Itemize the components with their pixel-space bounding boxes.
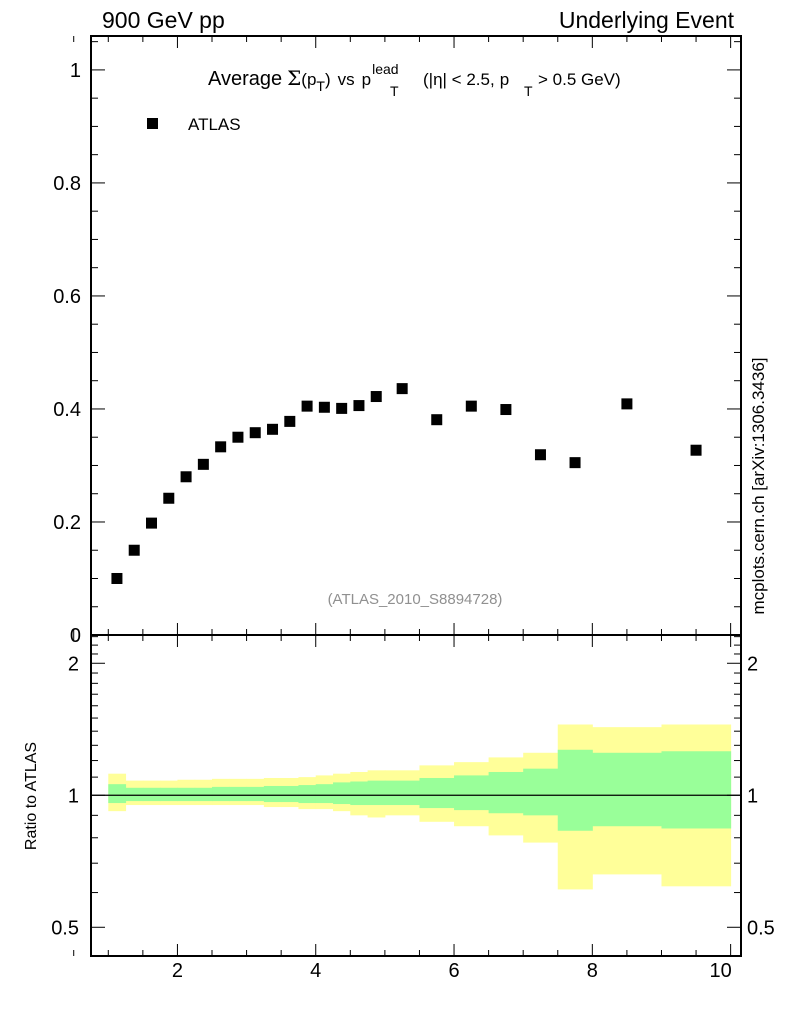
- ratio-y-tick-label-right: 1: [747, 785, 758, 807]
- header-left: 900 GeV pp: [102, 7, 225, 33]
- ratio-y-tick-label-right: 0.5: [747, 917, 775, 939]
- ratio-y-axis-label: Ratio to ATLAS: [23, 742, 40, 850]
- stat-uncertainty-band: [194, 787, 213, 802]
- stat-uncertainty-band: [108, 784, 127, 804]
- data-point: [249, 427, 261, 439]
- stat-uncertainty-band: [177, 787, 196, 802]
- stat-uncertainty-band: [246, 786, 265, 802]
- title-p: p: [307, 70, 316, 89]
- stat-uncertainty-band: [212, 786, 230, 802]
- main-plot-y-tick-labels: 0 0.2 0.4 0.6 0.8 1: [53, 60, 81, 647]
- ratio-tick-labels: 0.5 0.5 1 1 2 2 2 4 6 8 10: [51, 653, 775, 982]
- title-t-sub-3: T: [524, 83, 533, 99]
- main-y-tick-label: 0: [70, 625, 81, 647]
- stat-uncertainty-band: [454, 775, 490, 811]
- data-point: [396, 383, 408, 395]
- title-average: Average: [208, 68, 282, 90]
- stat-uncertainty-band: [263, 785, 282, 803]
- stat-uncertainty-band: [557, 749, 593, 831]
- watermark: mcplots.cern.ch [arXiv:1306.3436]: [749, 357, 768, 614]
- stat-uncertainty-band: [315, 784, 334, 804]
- stat-uncertainty-band: [229, 786, 248, 802]
- stat-uncertainty-band: [367, 780, 386, 806]
- title-sigma: Σ: [287, 66, 301, 90]
- title-open-paren: (: [301, 70, 307, 89]
- main-plot-ticks: [73, 36, 741, 636]
- title-t-sub-2: T: [390, 83, 399, 99]
- x-tick-label: 4: [310, 960, 321, 982]
- ratio-y-tick-label-right: 2: [747, 653, 758, 675]
- ratio-panel: 0.5 0.5 1 1 2 2 2 4 6 8 10 Ratio to ATLAS: [23, 634, 775, 982]
- x-tick-label: 8: [587, 960, 598, 982]
- data-point: [370, 391, 382, 403]
- stat-uncertainty-band: [333, 782, 351, 805]
- main-y-tick-label: 0.4: [53, 399, 81, 421]
- data-point: [353, 400, 365, 412]
- stat-uncertainty-band: [661, 751, 732, 829]
- ratio-frame: [90, 634, 742, 957]
- title-lead-sup: lead: [372, 61, 398, 77]
- data-point: [431, 414, 443, 426]
- main-y-tick-label: 0.2: [53, 512, 81, 534]
- stat-uncertainty-band: [592, 752, 662, 827]
- header-right: Underlying Event: [559, 7, 735, 33]
- main-plot-panel: 00.20.40.60.81 Average Σ(pT) vs plead T (|η…: [53, 35, 742, 647]
- stat-uncertainty-band: [419, 777, 455, 809]
- ratio-y-tick-label-left: 0.5: [51, 917, 79, 939]
- stat-uncertainty-band: [488, 771, 524, 814]
- ratio-y-tick-label-left: 1: [68, 785, 79, 807]
- data-point: [232, 431, 244, 443]
- x-tick-label: 10: [710, 960, 732, 982]
- data-point: [267, 423, 279, 435]
- data-point: [197, 458, 209, 470]
- data-point: [146, 517, 158, 529]
- stat-uncertainty-band: [142, 787, 161, 802]
- data-point: [465, 400, 477, 412]
- data-point: [301, 400, 313, 412]
- stat-uncertainty-band: [384, 780, 420, 806]
- data-point: [111, 572, 123, 584]
- data-point: [336, 402, 348, 414]
- data-point: [163, 492, 175, 504]
- main-y-tick-label: 0.6: [53, 286, 81, 308]
- data-point: [215, 441, 227, 453]
- title-vs: vs: [338, 70, 355, 89]
- title-close-paren: ): [325, 70, 331, 89]
- title-p2: p: [362, 70, 371, 89]
- uncertainty-bands: [108, 724, 732, 890]
- stat-uncertainty-band: [160, 787, 178, 802]
- analysis-tag: (ATLAS_2010_S8894728): [328, 591, 503, 608]
- x-tick-label: 6: [448, 960, 459, 982]
- main-y-tick-label: 1: [70, 60, 81, 82]
- title-cut-close: > 0.5 GeV): [538, 70, 621, 89]
- legend-label-atlas: ATLAS: [188, 115, 241, 134]
- stat-uncertainty-band: [125, 787, 144, 802]
- legend-marker-atlas: [147, 118, 158, 129]
- ratio-y-tick-label-left: 2: [68, 653, 79, 675]
- atlas-data-points: [111, 383, 702, 584]
- data-point: [128, 544, 140, 556]
- data-point: [500, 404, 512, 416]
- data-point: [180, 471, 192, 483]
- data-point: [569, 457, 581, 469]
- stat-uncertainty-band: [281, 785, 299, 803]
- main-y-tick-label: 0.8: [53, 173, 81, 195]
- x-tick-label: 2: [172, 960, 183, 982]
- data-point: [534, 449, 546, 461]
- stat-uncertainty-band: [523, 768, 559, 816]
- data-point: [690, 444, 702, 456]
- plot-title: Average Σ(pT) vs plead: [208, 61, 399, 94]
- stat-uncertainty-band: [298, 785, 317, 804]
- stat-uncertainty-band: [350, 781, 369, 806]
- title-cut-open: (|η| < 2.5, p: [423, 70, 509, 89]
- data-point: [621, 398, 633, 410]
- title-t-sub: T: [316, 78, 325, 94]
- data-point: [318, 401, 330, 413]
- data-point: [284, 415, 296, 427]
